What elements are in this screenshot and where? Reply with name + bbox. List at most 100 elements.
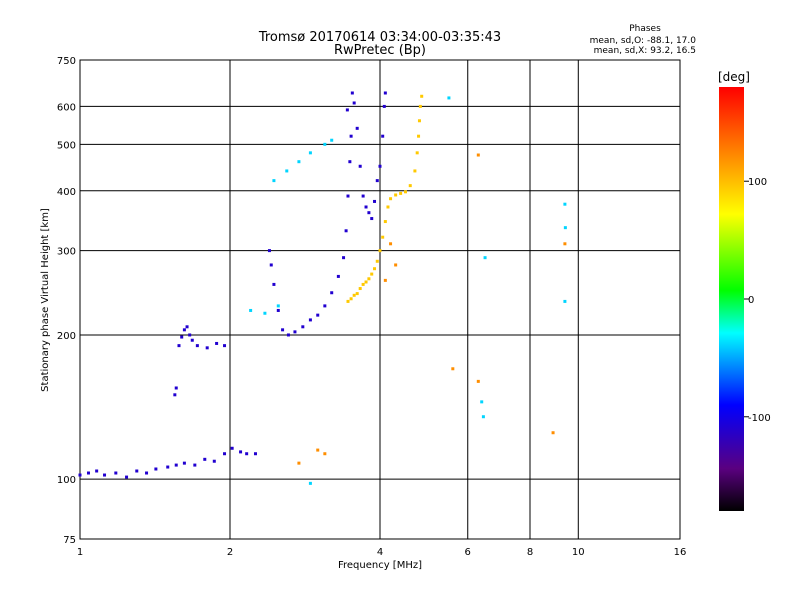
x-tick-label: 6: [465, 547, 471, 558]
data-point: [330, 138, 334, 142]
data-point: [420, 94, 424, 98]
x-tick-label: 1: [77, 547, 83, 558]
data-point: [267, 249, 271, 253]
colorbar-tick-label: -100: [748, 413, 771, 424]
data-point: [173, 393, 177, 397]
x-tick-label: 8: [527, 547, 533, 558]
data-point: [323, 452, 327, 456]
colorbar: [719, 87, 744, 511]
data-point: [364, 280, 368, 284]
data-point: [330, 291, 334, 295]
data-point: [358, 164, 362, 168]
data-point: [301, 325, 305, 329]
x-tick-label: 4: [377, 547, 383, 558]
data-point: [361, 194, 365, 198]
data-point: [417, 134, 421, 138]
data-point: [95, 469, 99, 473]
data-point: [403, 190, 407, 194]
data-point: [370, 217, 374, 221]
data-point: [364, 205, 368, 209]
data-point: [480, 400, 484, 404]
data-point: [373, 199, 377, 203]
data-point: [352, 101, 356, 105]
data-point: [205, 346, 209, 350]
data-point: [276, 308, 280, 312]
data-point: [272, 179, 276, 183]
data-point: [383, 278, 387, 282]
data-point: [378, 164, 382, 168]
data-point: [286, 333, 290, 337]
data-point: [394, 193, 398, 197]
stats-line-o: mean, sd,O: -88.1, 17.0: [590, 36, 697, 46]
data-point: [145, 471, 149, 475]
data-point: [316, 313, 320, 317]
data-point: [253, 452, 257, 456]
data-point: [188, 333, 192, 337]
data-point: [373, 267, 377, 271]
data-point: [166, 465, 170, 469]
data-point: [316, 448, 320, 452]
data-point: [203, 457, 207, 461]
data-point: [308, 481, 312, 485]
data-point: [182, 328, 186, 332]
data-point: [418, 104, 422, 108]
data-point: [263, 311, 267, 315]
data-point: [378, 249, 382, 253]
data-point: [367, 277, 371, 281]
data-point: [352, 293, 356, 297]
data-point: [245, 452, 249, 456]
data-point: [308, 151, 312, 155]
data-point: [375, 259, 379, 263]
axis-ticks: 1 2 4 6 8 10 16 75 100 200 300 400 500 600 750: [57, 56, 686, 558]
data-point: [269, 263, 273, 267]
grid: [80, 60, 680, 539]
data-point: [230, 446, 234, 450]
y-tick-label: 500: [57, 140, 76, 151]
y-tick-label: 75: [63, 535, 76, 546]
data-point: [293, 330, 297, 334]
data-point: [190, 338, 194, 342]
data-point: [476, 153, 480, 157]
data-point: [348, 160, 352, 164]
data-point: [367, 211, 371, 215]
data-point: [323, 142, 327, 146]
stats-line-x: mean, sd,X: 93.2, 16.5: [594, 46, 696, 56]
data-point: [349, 134, 353, 138]
data-point: [370, 272, 374, 276]
data-point: [413, 169, 417, 173]
data-point: [375, 179, 379, 183]
data-point: [154, 467, 158, 471]
data-point: [212, 459, 216, 463]
data-point: [381, 235, 385, 239]
data-point: [349, 297, 353, 301]
data-point: [389, 197, 393, 201]
data-point: [394, 263, 398, 267]
data-point: [182, 461, 186, 465]
colorbar-ticks: 100 0 -100: [744, 177, 771, 424]
data-point: [451, 367, 455, 371]
y-tick-label: 200: [57, 331, 76, 342]
data-point: [345, 108, 349, 112]
y-tick-label: 300: [57, 247, 76, 258]
x-tick-label: 16: [674, 547, 687, 558]
data-point: [355, 126, 359, 130]
data-point: [361, 282, 365, 286]
data-point: [483, 256, 487, 260]
data-point: [399, 191, 403, 195]
data-point: [355, 292, 359, 296]
data-point: [174, 463, 178, 467]
y-tick-label: 400: [57, 187, 76, 198]
data-point: [342, 256, 346, 260]
data-point: [346, 194, 350, 198]
data-point: [281, 328, 285, 332]
data-point: [323, 304, 327, 308]
data-point: [381, 134, 385, 138]
y-tick-label: 750: [57, 56, 76, 67]
data-point: [249, 308, 253, 312]
y-tick-label: 100: [57, 475, 76, 486]
colorbar-tick-label: 0: [748, 295, 754, 306]
data-point: [239, 450, 243, 454]
data-point: [223, 452, 227, 456]
data-point: [408, 184, 412, 188]
